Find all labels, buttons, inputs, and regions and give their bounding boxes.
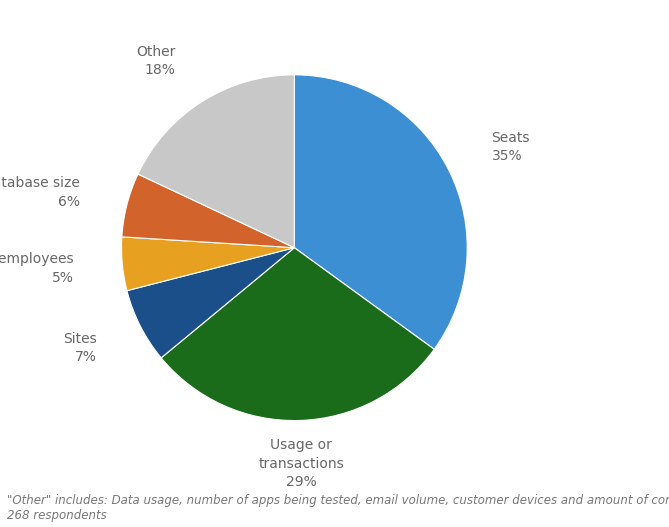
Wedge shape — [122, 237, 294, 291]
Text: "Other" includes: Data usage, number of apps being tested, email volume, custome: "Other" includes: Data usage, number of … — [7, 494, 669, 522]
Text: Usage or
transactions
29%: Usage or transactions 29% — [258, 438, 344, 489]
Text: Total employees
5%: Total employees 5% — [0, 252, 74, 285]
Text: Seats
35%: Seats 35% — [492, 131, 530, 163]
Wedge shape — [127, 248, 294, 358]
Wedge shape — [161, 248, 434, 421]
Text: Database size
6%: Database size 6% — [0, 177, 80, 209]
Wedge shape — [138, 75, 294, 248]
Wedge shape — [122, 174, 294, 248]
Text: Other
18%: Other 18% — [136, 45, 176, 77]
Wedge shape — [294, 75, 467, 349]
Text: Sites
7%: Sites 7% — [64, 332, 97, 364]
